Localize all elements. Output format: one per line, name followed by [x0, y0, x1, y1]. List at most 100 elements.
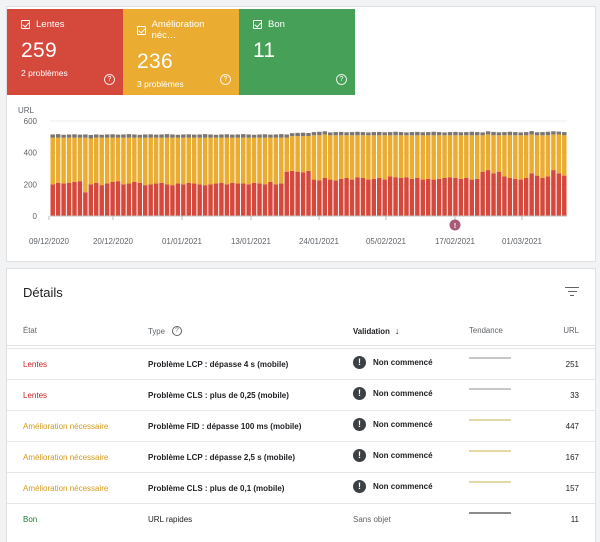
help-icon[interactable]: ?	[104, 74, 115, 85]
bar-segment	[458, 132, 464, 136]
bar-segment	[398, 135, 404, 178]
bar-segment	[349, 132, 355, 136]
bar-segment	[273, 134, 279, 138]
bar-segment	[513, 135, 518, 179]
tile-count: 259	[21, 39, 57, 62]
checkbox-icon[interactable]	[21, 20, 30, 29]
bar-segment	[191, 134, 197, 138]
help-icon[interactable]: ?	[336, 74, 347, 85]
bar-segment	[83, 192, 88, 216]
alert-icon: !	[353, 480, 366, 493]
bar-segment	[181, 184, 186, 216]
bar-segment	[279, 183, 284, 216]
bar-segment	[77, 134, 83, 138]
y-tick-label: 600	[24, 117, 38, 126]
bar-segment	[104, 137, 110, 184]
sort-arrow-down-icon[interactable]: ↓	[394, 326, 400, 336]
bar-segment	[121, 137, 126, 185]
table-row[interactable]: Amélioration nécessaire Problème FID : dé…	[7, 410, 595, 442]
bar-segment	[344, 135, 349, 178]
col-trend[interactable]: Tendance	[469, 326, 503, 335]
tile-bon[interactable]: Bon 11 ?	[239, 9, 355, 95]
bar-segment	[442, 178, 447, 216]
bar-segment	[360, 178, 366, 216]
y-tick-label: 200	[24, 180, 38, 189]
help-icon[interactable]: ?	[171, 326, 182, 336]
row-validation: ! Non commencé	[353, 449, 433, 462]
bar-segment	[137, 182, 143, 216]
table-row[interactable]: Amélioration nécessaire Problème CLS : pl…	[7, 472, 595, 504]
bar-segment	[219, 182, 224, 216]
tile-label: Lentes	[36, 19, 65, 30]
bar-segment	[431, 135, 436, 180]
bar-segment	[110, 137, 115, 182]
bar-segment	[474, 132, 480, 136]
bar-segment	[382, 135, 387, 180]
bar-segment	[110, 134, 115, 138]
bar-segment	[197, 184, 202, 216]
col-url[interactable]: URL	[563, 326, 579, 335]
bar-segment	[523, 178, 529, 216]
alert-icon: !	[353, 356, 366, 369]
bar-segment	[235, 137, 240, 184]
bar-segment	[77, 137, 83, 182]
tile-lentes[interactable]: Lentes 259 2 problèmes ?	[7, 9, 123, 95]
tile-subtitle: 2 problèmes	[21, 68, 68, 78]
bar-segment	[88, 138, 94, 185]
bar-segment	[295, 136, 300, 172]
row-validation: ! Non commencé	[353, 418, 433, 431]
bar-segment	[507, 131, 513, 136]
col-validation-header[interactable]: Validation ↓	[353, 326, 399, 336]
bar-segment	[186, 137, 192, 183]
checkbox-icon[interactable]	[137, 25, 146, 35]
bar-segment	[132, 137, 137, 182]
x-tick-label: 24/01/2021	[299, 237, 340, 246]
bar-segment	[257, 137, 262, 184]
bar-segment	[284, 134, 289, 138]
bar-segment	[99, 137, 104, 186]
bar-segment	[246, 137, 251, 185]
bar-segment	[55, 182, 61, 216]
bar-segment	[344, 132, 349, 136]
bar-segment	[104, 183, 110, 216]
bar-segment	[534, 175, 540, 216]
bar-segment	[513, 178, 518, 216]
bar-segment	[213, 137, 219, 184]
col-state[interactable]: État	[23, 326, 37, 335]
alert-icon: !	[353, 418, 366, 431]
tile-amelioration[interactable]: Amélioration néc… 236 3 problèmes ?	[123, 9, 239, 95]
table-row[interactable]: Lentes Problème CLS : plus de 0,25 (mobil…	[7, 379, 595, 411]
bar-segment	[529, 131, 534, 135]
bar-segment	[72, 134, 77, 138]
bar-segment	[393, 131, 398, 136]
bar-segment	[556, 131, 562, 135]
x-tick-label: 01/03/2021	[502, 237, 543, 246]
bar-segment	[306, 133, 311, 137]
bar-segment	[99, 134, 104, 138]
row-state: Amélioration nécessaire	[23, 453, 109, 462]
bar-segment	[556, 134, 562, 174]
bar-segment	[224, 137, 230, 185]
table-row[interactable]: Amélioration nécessaire Problème LCP : dé…	[7, 441, 595, 473]
filter-icon[interactable]	[565, 287, 579, 297]
bar-segment	[164, 184, 170, 216]
row-url-count: 157	[565, 484, 579, 493]
checkbox-icon[interactable]	[253, 20, 262, 29]
bar-segment	[175, 183, 181, 216]
bar-segment	[94, 182, 99, 216]
tile-count: 236	[137, 50, 173, 73]
help-icon[interactable]: ?	[220, 74, 231, 85]
x-tick-label: 01/01/2021	[162, 237, 203, 246]
row-state: Amélioration nécessaire	[23, 484, 109, 493]
bar-segment	[115, 137, 121, 182]
bar-segment	[88, 134, 94, 139]
table-row[interactable]: Bon URL rapides Sans objet 11	[7, 503, 595, 535]
table-row[interactable]: Lentes Problème LCP : dépasse 4 s (mobile…	[7, 348, 595, 380]
bar-segment	[126, 183, 132, 216]
bar-segment	[513, 132, 518, 136]
bar-segment	[377, 131, 382, 136]
bar-segment	[502, 176, 507, 216]
bar-segment	[382, 179, 387, 216]
bar-segment	[94, 134, 99, 138]
col-type-header[interactable]: Type ?	[148, 326, 182, 336]
